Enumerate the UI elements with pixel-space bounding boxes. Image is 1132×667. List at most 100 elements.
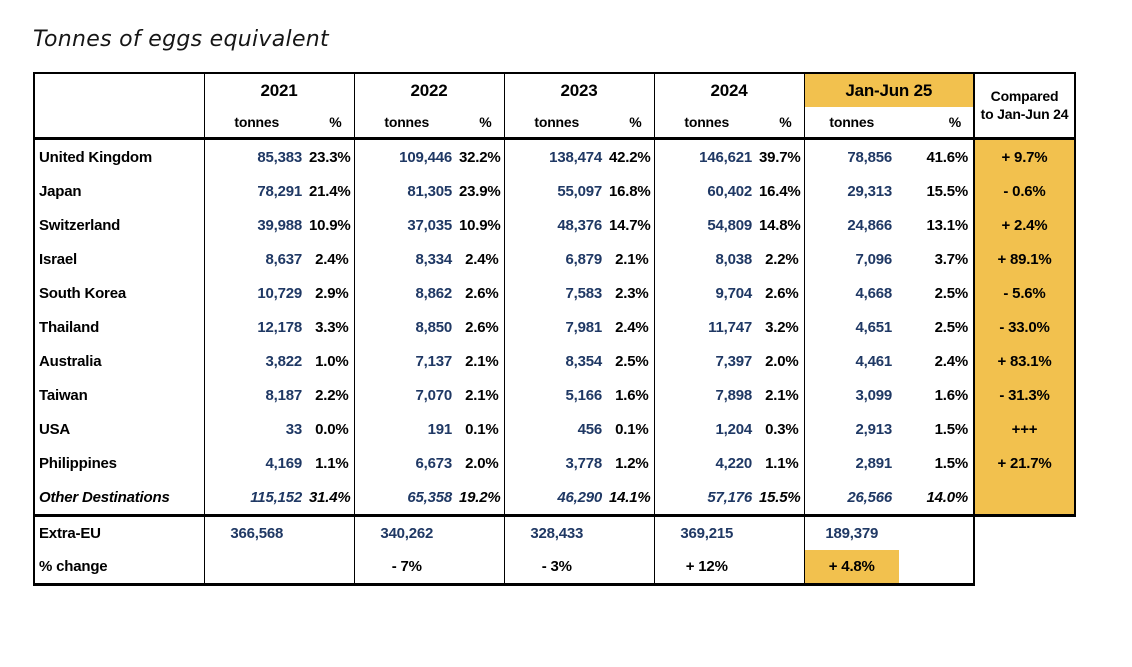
table-header-years: 2021 2022 2023 2024 Jan-Jun 25 Compared … — [33, 72, 1076, 140]
cell-pct: 10.9% — [309, 216, 351, 234]
cell-compared — [973, 480, 1076, 517]
cell-tonnes: 6,673 — [353, 446, 459, 480]
footer-empty — [899, 550, 975, 586]
compared-header-line1: Compared — [990, 88, 1059, 104]
row-label: USA — [33, 412, 204, 446]
cell-tonnes: 10,729 — [203, 276, 309, 310]
cell-pct: 2.0% — [465, 454, 499, 472]
cell-pct: 1.2% — [615, 454, 649, 472]
footer-empty — [759, 516, 804, 551]
cell-compared: - 33.0% — [973, 310, 1076, 344]
cell-pct: 1.1% — [315, 454, 349, 472]
subheader-pct: % — [609, 107, 654, 140]
footer-value: 328,433 — [503, 515, 609, 550]
cell-pct: 3.3% — [315, 318, 349, 336]
table-row: Taiwan 8,187 2.2% 7,070 2.1% 5,166 1.6% 7,898 2.… — [33, 378, 1076, 412]
cell-tonnes: 48,376 — [503, 208, 609, 242]
subheader-pct: % — [309, 107, 354, 140]
row-label: Other Destinations — [33, 480, 204, 517]
cell-pct: 1.0% — [315, 352, 349, 370]
cell-tonnes: 3,099 — [803, 378, 899, 412]
cell-pct: 2.1% — [615, 250, 649, 268]
cell-pct: 15.5% — [759, 480, 804, 517]
cell-pct: 2.4% — [465, 250, 499, 268]
cell-pct: 0.0% — [315, 420, 349, 438]
cell-pct: 2.5% — [934, 318, 969, 336]
col-header-2024: 2024 — [653, 72, 804, 107]
footer-value — [203, 550, 309, 586]
cell-tonnes: 29,313 — [803, 174, 899, 208]
footer-empty — [459, 550, 504, 586]
cell-tonnes: 7,981 — [503, 310, 609, 344]
subheader-tonnes: tonnes — [653, 107, 759, 140]
cell-tonnes: 24,866 — [803, 208, 899, 242]
table-row: United Kingdom 85,383 23.3% 109,446 32.2% 138… — [33, 138, 1076, 174]
row-label: Australia — [33, 344, 204, 378]
cell-tonnes: 2,913 — [803, 412, 899, 446]
cell-tonnes: 7,397 — [653, 344, 759, 378]
footer-value: 369,215 — [653, 515, 759, 550]
table-row: Japan 78,291 21.4% 81,305 23.9% 55,097 16.8% 60… — [33, 174, 1076, 208]
cell-tonnes: 7,898 — [653, 378, 759, 412]
cell-tonnes: 2,891 — [803, 446, 899, 480]
footer-empty — [309, 550, 354, 586]
cell-pct: 1.6% — [934, 386, 969, 404]
cell-tonnes: 26,566 — [803, 480, 899, 517]
cell-tonnes: 4,668 — [803, 276, 899, 310]
cell-pct: 2.1% — [465, 386, 499, 404]
row-label: Israel — [33, 242, 204, 276]
cell-compared: + 2.4% — [973, 208, 1076, 242]
cell-pct: 15.5% — [926, 182, 968, 200]
cell-tonnes: 8,354 — [503, 344, 609, 378]
cell-tonnes: 115,152 — [203, 480, 309, 517]
cell-tonnes: 8,038 — [653, 242, 759, 276]
blank-subheader-cell — [33, 107, 204, 140]
cell-tonnes: 456 — [503, 412, 609, 446]
footer-row-pct-change: % change - 7% - 3% + 12% + 4.8% — [33, 550, 1075, 586]
subheader-tonnes: tonnes — [503, 107, 609, 140]
cell-tonnes: 55,097 — [503, 174, 609, 208]
cell-pct: 2.1% — [765, 386, 799, 404]
footer-empty — [759, 550, 804, 586]
cell-compared: - 0.6% — [973, 174, 1076, 208]
cell-tonnes: 46,290 — [503, 480, 609, 517]
row-label: Switzerland — [33, 208, 204, 242]
cell-pct: 16.8% — [609, 182, 651, 200]
cell-tonnes: 11,747 — [653, 310, 759, 344]
cell-tonnes: 8,850 — [353, 310, 459, 344]
cell-tonnes: 9,704 — [653, 276, 759, 310]
cell-pct: 2.5% — [615, 352, 649, 370]
cell-pct: 2.6% — [765, 284, 799, 302]
table-row: South Korea 10,729 2.9% 8,862 2.6% 7,583 2.3% 9… — [33, 276, 1076, 310]
cell-tonnes: 1,204 — [653, 412, 759, 446]
cell-pct: 1.6% — [615, 386, 649, 404]
cell-compared: + 89.1% — [973, 242, 1076, 276]
subheader-tonnes: tonnes — [353, 107, 459, 140]
cell-pct: 16.4% — [759, 182, 801, 200]
cell-pct: 0.1% — [465, 420, 499, 438]
cell-tonnes: 7,583 — [503, 276, 609, 310]
cell-pct: 1.5% — [934, 420, 969, 438]
eggs-export-table: 2021 2022 2023 2024 Jan-Jun 25 Compared … — [33, 72, 1076, 586]
cell-tonnes: 37,035 — [353, 208, 459, 242]
cell-pct: 2.2% — [765, 250, 799, 268]
cell-tonnes: 39,988 — [203, 208, 309, 242]
footer-value: 366,568 — [203, 515, 309, 550]
cell-pct: 0.1% — [615, 420, 649, 438]
cell-pct: 2.4% — [615, 318, 649, 336]
cell-tonnes: 8,334 — [353, 242, 459, 276]
footer-empty — [609, 516, 654, 551]
cell-tonnes: 138,474 — [503, 138, 609, 174]
cell-pct: 39.7% — [759, 148, 801, 166]
table-body: United Kingdom 85,383 23.3% 109,446 32.2% 138… — [33, 138, 1076, 586]
cell-pct: 31.4% — [309, 480, 354, 517]
col-header-2023: 2023 — [503, 72, 654, 107]
cell-tonnes: 65,358 — [353, 480, 459, 517]
row-label: Philippines — [33, 446, 204, 480]
cell-tonnes: 5,166 — [503, 378, 609, 412]
cell-compared: + 83.1% — [973, 344, 1076, 378]
cell-tonnes: 4,651 — [803, 310, 899, 344]
cell-tonnes: 3,822 — [203, 344, 309, 378]
cell-pct: 0.3% — [765, 420, 799, 438]
table-row: Other Destinations 115,152 31.4% 65,358 19.2… — [33, 480, 1076, 517]
